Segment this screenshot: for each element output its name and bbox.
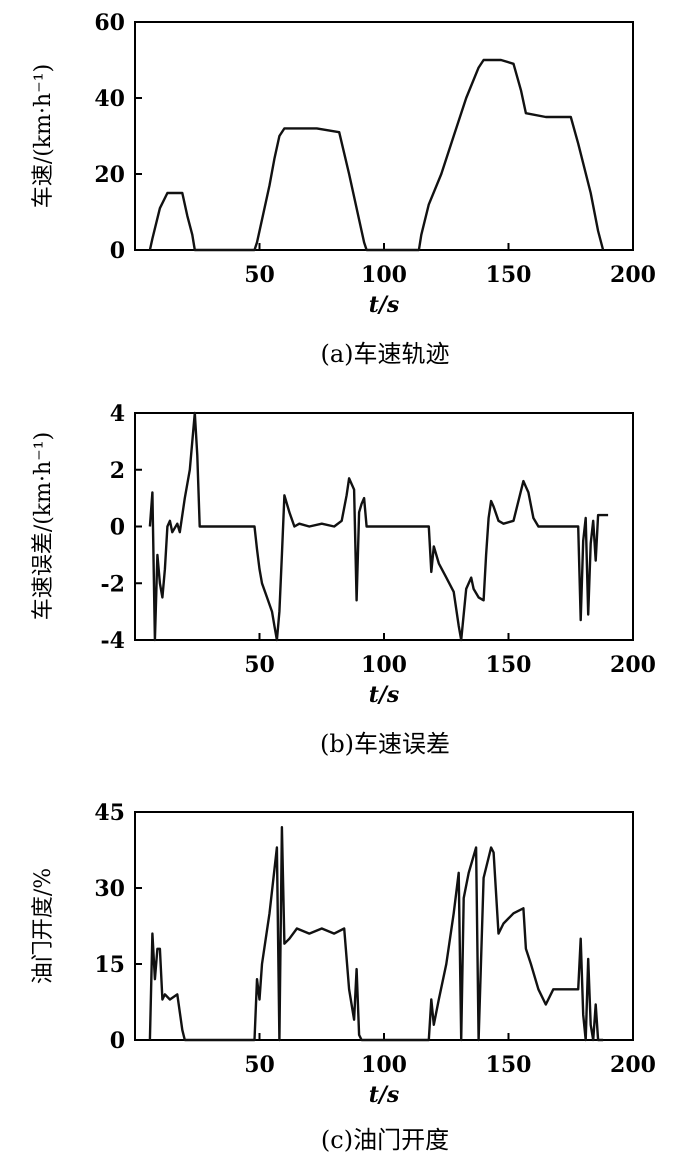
y-tick-label-1-2: 0 (110, 515, 125, 541)
x-tick-label-0-0: 50 (244, 262, 275, 288)
chart-caption-1: (b)车速误差 (320, 730, 450, 758)
y-tick-label-1-0: -4 (101, 628, 125, 654)
y-tick-label-0-3: 60 (94, 10, 125, 36)
y-tick-label-2-2: 30 (94, 876, 125, 902)
x-tick-label-2-2: 150 (486, 1052, 532, 1078)
y-tick-label-2-3: 45 (94, 800, 125, 826)
y-tick-label-1-3: 2 (110, 458, 125, 484)
chart-caption-0: (a)车速轨迹 (320, 340, 449, 368)
y-tick-label-1-1: -2 (101, 571, 125, 597)
y-tick-label-0-0: 0 (110, 238, 125, 264)
x-tick-label-2-1: 100 (361, 1052, 407, 1078)
y-tick-label-0-2: 40 (94, 86, 125, 112)
series-line-1-0 (148, 411, 609, 642)
x-tick-label-1-0: 50 (244, 652, 275, 678)
x-tick-label-1-2: 150 (486, 652, 532, 678)
y-axis-label-2: 油门开度/% (31, 868, 56, 984)
y-axis-label-1: 车速误差/(km·h⁻¹) (31, 432, 56, 620)
y-tick-label-2-1: 15 (94, 952, 125, 978)
series-line-0-0 (148, 58, 605, 252)
x-tick-label-2-3: 200 (610, 1052, 656, 1078)
x-tick-label-2-0: 50 (244, 1052, 275, 1078)
x-axis-label-0: t/s (369, 292, 400, 318)
x-tick-label-0-1: 100 (361, 262, 407, 288)
y-tick-label-0-1: 20 (94, 162, 125, 188)
x-tick-label-0-3: 200 (610, 262, 656, 288)
x-tick-label-1-1: 100 (361, 652, 407, 678)
x-axis-label-2: t/s (369, 1082, 400, 1108)
plot-frame-2 (134, 811, 634, 1041)
x-tick-label-0-2: 150 (486, 262, 532, 288)
x-tick-label-1-3: 200 (610, 652, 656, 678)
y-tick-label-1-4: 4 (110, 401, 125, 427)
plot-frame-0 (134, 21, 634, 251)
y-tick-label-2-0: 0 (110, 1028, 125, 1054)
series-line-2-0 (148, 826, 604, 1042)
y-axis-label-0: 车速/(km·h⁻¹) (31, 64, 56, 208)
x-axis-label-1: t/s (369, 682, 400, 708)
chart-caption-2: (c)油门开度 (321, 1126, 449, 1154)
